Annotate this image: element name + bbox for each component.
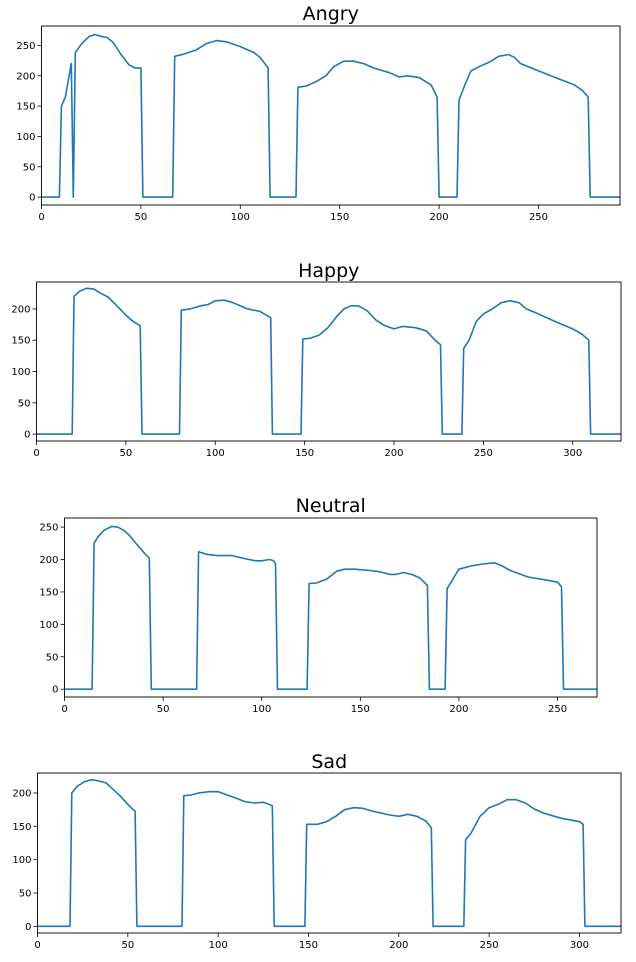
y-tick-label: 50 [23,162,36,173]
subplot-title: Angry [303,3,359,25]
y-tick-label: 100 [11,367,30,378]
x-tick-label: 50 [120,448,133,459]
series-line [41,33,620,198]
x-tick-label: 150 [351,704,370,715]
x-tick-label: 250 [480,940,499,951]
subplot-neutral: Neutral 0 50 100 150 200 250 0 50 100 150 200 250 [39,495,598,715]
y-tick-label: 100 [12,855,31,866]
subplot-happy: Happy 0 50 100 150 200 250 300 0 50 100 150 200 [11,260,622,459]
axes-frame [64,517,598,698]
y-tick-label: 0 [24,430,30,441]
axes-frame [37,772,622,934]
x-tick-label: 0 [38,212,44,223]
x-tick-label: 200 [384,448,403,459]
x-tick-label: 300 [570,940,589,951]
x-tick-label: 100 [209,940,228,951]
x-tick-label: 300 [563,448,582,459]
x-tick-label: 250 [529,212,548,223]
y-tick-label: 200 [16,71,35,82]
x-tick-label: 150 [299,940,318,951]
y-tick-label: 200 [12,789,31,800]
y-tick-label: 0 [25,922,31,933]
y-tick-label: 150 [11,336,30,347]
y-tick-label: 150 [16,102,35,113]
axes-frame [36,281,622,442]
x-tick-label: 100 [206,448,225,459]
y-tick-label: 250 [16,41,35,52]
y-tick-label: 100 [39,620,58,631]
x-tick-label: 0 [61,704,67,715]
x-tick-label: 50 [157,704,170,715]
subplot-title: Neutral [296,495,366,517]
y-tick-label: 0 [29,193,35,204]
x-tick-label: 50 [121,940,134,951]
x-tick-label: 150 [330,212,349,223]
series-line [37,778,621,928]
y-tick-label: 50 [46,652,59,663]
x-tick-label: 100 [231,212,250,223]
y-tick-label: 100 [16,132,35,143]
subplot-angry: Angry 0 50 100 150 200 250 0 50 100 150 200 250 [16,3,621,223]
subplot-title: Sad [311,751,347,773]
x-tick-label: 0 [34,940,40,951]
x-tick-label: 50 [135,212,148,223]
x-tick-label: 0 [33,448,39,459]
y-tick-label: 50 [18,398,31,409]
x-tick-label: 150 [295,448,314,459]
x-tick-label: 100 [252,704,271,715]
y-tick-label: 150 [39,587,58,598]
x-tick-label: 200 [430,212,449,223]
subplot-title: Happy [298,260,359,282]
subplot-sad: Sad 0 50 100 150 200 250 300 0 50 100 150 200 [12,751,622,951]
axes-frame [41,25,621,206]
y-tick-label: 150 [12,822,31,833]
x-tick-label: 250 [474,448,493,459]
series-line [64,525,597,691]
y-tick-label: 50 [19,889,32,900]
series-line [36,287,621,435]
y-tick-label: 0 [52,685,58,696]
x-tick-label: 200 [389,940,408,951]
y-tick-label: 200 [11,304,30,315]
y-tick-label: 250 [39,523,58,534]
y-tick-label: 200 [39,555,58,566]
x-tick-label: 250 [548,704,567,715]
x-tick-label: 200 [449,704,468,715]
